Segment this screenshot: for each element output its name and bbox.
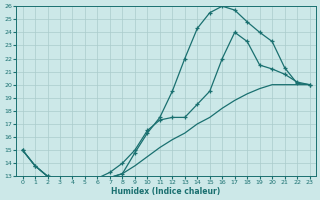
X-axis label: Humidex (Indice chaleur): Humidex (Indice chaleur) xyxy=(111,187,221,196)
